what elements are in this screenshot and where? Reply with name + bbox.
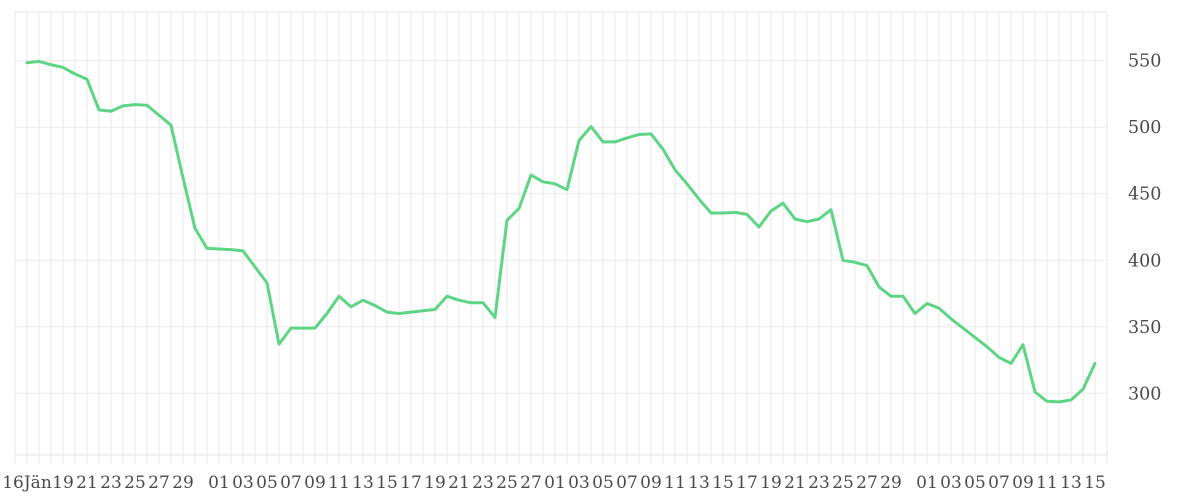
x-tick-label: 07	[988, 473, 1010, 493]
x-tick-label: 17	[400, 473, 422, 493]
x-tick-label: 05	[592, 473, 614, 493]
y-tick-label: 500	[1128, 118, 1161, 138]
x-tick-label: 16Jän	[2, 473, 52, 493]
x-tick-label: 19	[424, 473, 446, 493]
x-tick-label: 25	[124, 473, 146, 493]
x-tick-label: 21	[448, 473, 470, 493]
x-axis-labels: 16Jän 19 21 23 25 27 29 01 03 05 07 09 11 13 15 17 19 21 2…	[2, 473, 1106, 493]
x-tick-label: 03	[232, 473, 254, 493]
y-tick-label: 350	[1128, 318, 1161, 338]
x-tick-label: 21	[76, 473, 98, 493]
y-tick-label: 450	[1128, 185, 1161, 205]
x-tick-label: 23	[472, 473, 494, 493]
x-tick-label: 13	[352, 473, 374, 493]
x-tick-label: 09	[640, 473, 662, 493]
x-tick-label: 19	[760, 473, 782, 493]
x-tick-label: 09	[1012, 473, 1034, 493]
x-tick-label: 11	[328, 473, 350, 493]
x-tick-label: 27	[148, 473, 170, 493]
x-tick-label: 27	[520, 473, 542, 493]
x-tick-label: 01	[916, 473, 938, 493]
x-tick-label: 09	[304, 473, 326, 493]
x-tick-label: 15	[712, 473, 734, 493]
x-tick-label: 13	[1060, 473, 1082, 493]
x-tick-label: 29	[172, 473, 194, 493]
x-tick-label: 05	[964, 473, 986, 493]
x-tick-label: 23	[808, 473, 830, 493]
x-tick-label: 01	[544, 473, 566, 493]
x-tick-label: 03	[568, 473, 590, 493]
x-tick-label: 11	[1036, 473, 1058, 493]
x-tick-label: 17	[736, 473, 758, 493]
x-tick-label: 23	[100, 473, 122, 493]
x-tick-label: 07	[280, 473, 302, 493]
y-axis-labels: 550 500 450 400 350 300	[1128, 52, 1161, 405]
x-tick-label: 19	[52, 473, 74, 493]
x-tick-label: 15	[376, 473, 398, 493]
x-tick-label: 21	[784, 473, 806, 493]
x-tick-label: 13	[688, 473, 710, 493]
x-tick-label: 07	[616, 473, 638, 493]
y-tick-label: 550	[1128, 52, 1161, 72]
y-tick-label: 300	[1128, 384, 1161, 404]
x-tick-label: 25	[832, 473, 854, 493]
x-tick-label: 11	[664, 473, 686, 493]
y-tick-label: 400	[1128, 251, 1161, 271]
x-tick-label: 29	[880, 473, 902, 493]
x-tick-label: 05	[256, 473, 278, 493]
vertical-gridlines	[14, 12, 1108, 464]
x-tick-label: 27	[856, 473, 878, 493]
x-tick-label: 15	[1084, 473, 1106, 493]
x-tick-label: 25	[496, 473, 518, 493]
x-tick-label: 03	[940, 473, 962, 493]
horizontal-gridlines	[15, 60, 1107, 394]
x-tick-label: 01	[208, 473, 230, 493]
price-line-series[interactable]	[25, 59, 1097, 404]
